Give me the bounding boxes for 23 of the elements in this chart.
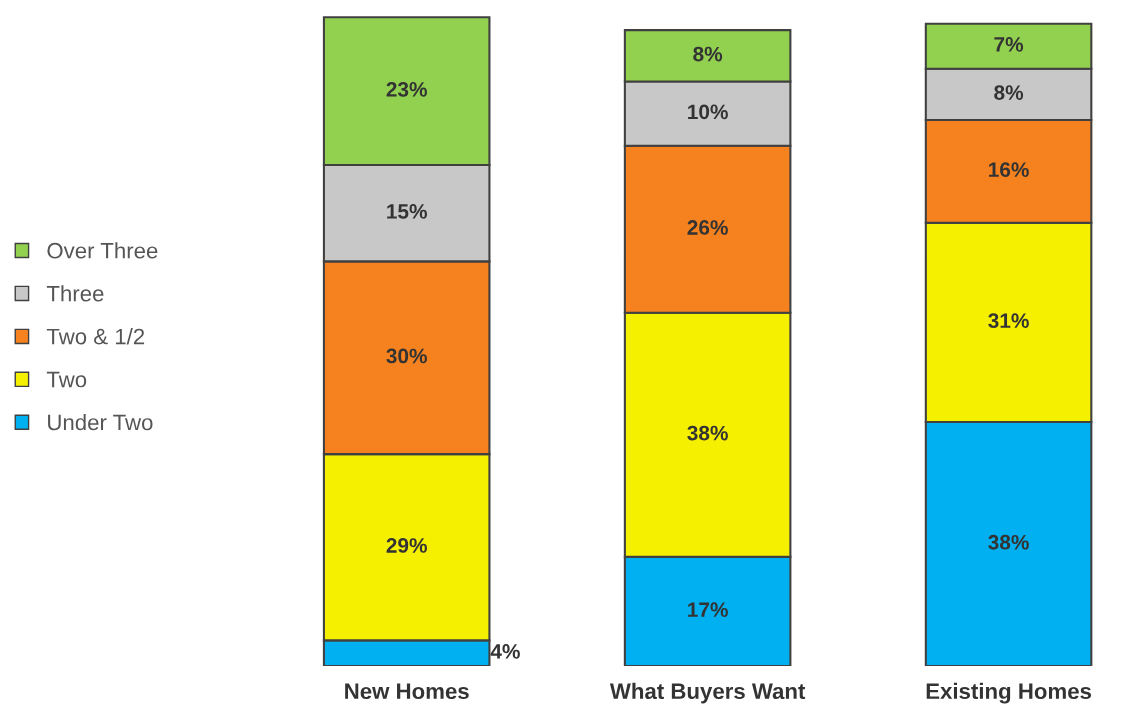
data-label: 17% [688,602,728,618]
data-label: 38% [988,534,1029,550]
data-label: 23% [386,82,427,97]
data-label: 16% [989,162,1029,178]
x-tick-label: Existing Homes [926,682,1092,704]
data-label: 26% [687,220,728,235]
data-label: 8% [693,46,723,62]
data-label: 4% [490,644,520,659]
data-label: 38% [687,425,728,441]
x-tick-label: What Buyers Want [609,682,806,704]
legend-label: Under Two [48,413,153,431]
legend-label: Two & 1/2 [46,328,145,345]
data-label: 8% [994,85,1024,100]
data-label: 15% [387,204,427,219]
data-label: 7% [994,37,1024,52]
data-label: 31% [988,313,1029,329]
legend-label: Two [46,371,87,388]
x-tick-label: New Homes [345,683,469,700]
data-label: 29% [386,538,427,553]
data-label: 30% [386,348,427,364]
legend-label: Over Three [47,242,158,259]
data-label: 10% [688,104,728,120]
legend-label: Three [46,285,104,302]
